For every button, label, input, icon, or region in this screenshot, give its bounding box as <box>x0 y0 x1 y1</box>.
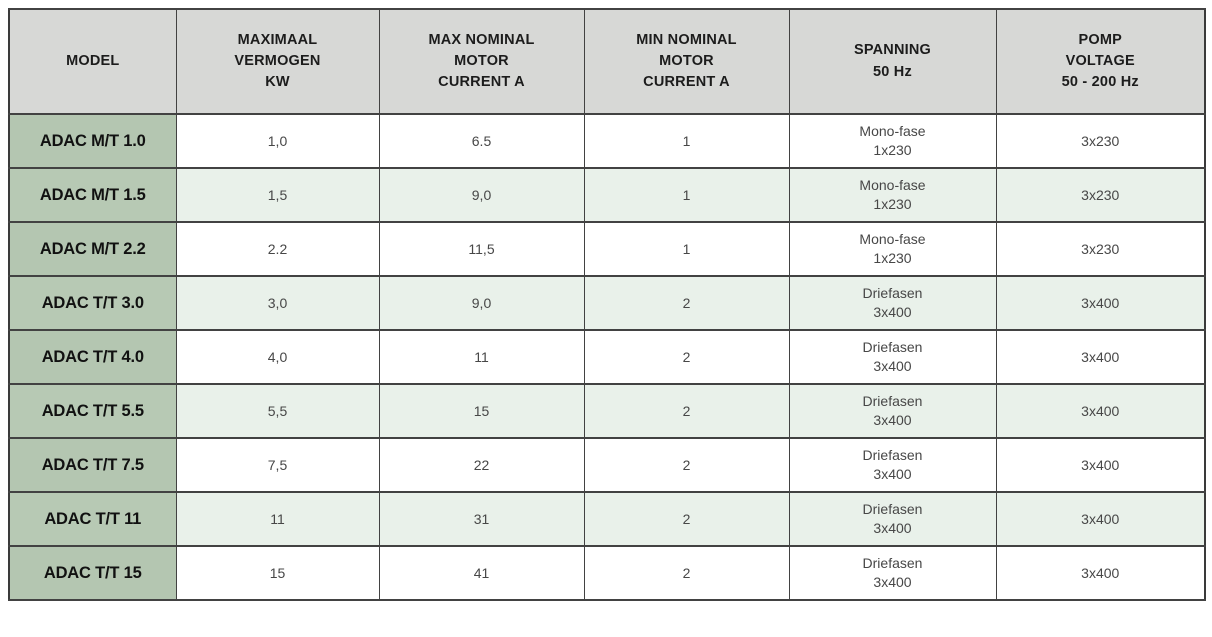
max-nominal-current-cell: 31 <box>378 491 585 547</box>
pomp-voltage-cell: 3x230 <box>995 221 1206 277</box>
min-nominal-current-cell: 2 <box>583 437 790 493</box>
spanning-cell: Driefasen 3x400 <box>788 491 997 547</box>
max-vermogen-cell: 11 <box>175 491 380 547</box>
model-cell: ADAC T/T 7.5 <box>8 437 177 493</box>
model-cell: ADAC M/T 2.2 <box>8 221 177 277</box>
max-nominal-current-cell: 15 <box>378 383 585 439</box>
column-header-min-nominal-current: MIN NOMINAL MOTOR CURRENT A <box>583 8 790 115</box>
max-nominal-current-cell: 6.5 <box>378 113 585 169</box>
pomp-voltage-cell: 3x230 <box>995 113 1206 169</box>
pump-spec-table: MODEL MAXIMAAL VERMOGEN KW MAX NOMINAL M… <box>8 8 1206 601</box>
pomp-voltage-cell: 3x400 <box>995 545 1206 601</box>
table-row: ADAC T/T 7.5 7,5 22 2 Driefasen 3x400 3x… <box>8 437 1206 493</box>
max-vermogen-cell: 3,0 <box>175 275 380 331</box>
spanning-cell: Driefasen 3x400 <box>788 329 997 385</box>
min-nominal-current-cell: 1 <box>583 113 790 169</box>
max-nominal-current-cell: 11,5 <box>378 221 585 277</box>
min-nominal-current-cell: 2 <box>583 275 790 331</box>
spanning-cell: Driefasen 3x400 <box>788 383 997 439</box>
pomp-voltage-cell: 3x400 <box>995 329 1206 385</box>
pomp-voltage-cell: 3x400 <box>995 491 1206 547</box>
spanning-cell: Driefasen 3x400 <box>788 545 997 601</box>
max-nominal-current-cell: 41 <box>378 545 585 601</box>
model-cell: ADAC T/T 4.0 <box>8 329 177 385</box>
column-header-max-nominal-current: MAX NOMINAL MOTOR CURRENT A <box>378 8 585 115</box>
max-nominal-current-cell: 11 <box>378 329 585 385</box>
spanning-cell: Mono-fase 1x230 <box>788 167 997 223</box>
table-row: ADAC M/T 1.5 1,5 9,0 1 Mono-fase 1x230 3… <box>8 167 1206 223</box>
pomp-voltage-cell: 3x400 <box>995 383 1206 439</box>
model-cell: ADAC T/T 3.0 <box>8 275 177 331</box>
header-row: MODEL MAXIMAAL VERMOGEN KW MAX NOMINAL M… <box>8 8 1206 115</box>
table-row: ADAC M/T 2.2 2.2 11,5 1 Mono-fase 1x230 … <box>8 221 1206 277</box>
max-nominal-current-cell: 9,0 <box>378 167 585 223</box>
column-header-spanning: SPANNING 50 Hz <box>788 8 997 115</box>
table-body: ADAC M/T 1.0 1,0 6.5 1 Mono-fase 1x230 3… <box>8 113 1206 601</box>
max-vermogen-cell: 1,5 <box>175 167 380 223</box>
min-nominal-current-cell: 2 <box>583 383 790 439</box>
max-vermogen-cell: 2.2 <box>175 221 380 277</box>
max-vermogen-cell: 5,5 <box>175 383 380 439</box>
table-header: MODEL MAXIMAAL VERMOGEN KW MAX NOMINAL M… <box>8 8 1206 115</box>
table-row: ADAC T/T 5.5 5,5 15 2 Driefasen 3x400 3x… <box>8 383 1206 439</box>
pomp-voltage-cell: 3x230 <box>995 167 1206 223</box>
max-vermogen-cell: 1,0 <box>175 113 380 169</box>
table-row: ADAC M/T 1.0 1,0 6.5 1 Mono-fase 1x230 3… <box>8 113 1206 169</box>
table-row: ADAC T/T 4.0 4,0 11 2 Driefasen 3x400 3x… <box>8 329 1206 385</box>
table-row: ADAC T/T 11 11 31 2 Driefasen 3x400 3x40… <box>8 491 1206 547</box>
column-header-model: MODEL <box>8 8 177 115</box>
max-nominal-current-cell: 22 <box>378 437 585 493</box>
min-nominal-current-cell: 2 <box>583 545 790 601</box>
max-vermogen-cell: 7,5 <box>175 437 380 493</box>
min-nominal-current-cell: 2 <box>583 491 790 547</box>
model-cell: ADAC T/T 15 <box>8 545 177 601</box>
spanning-cell: Driefasen 3x400 <box>788 437 997 493</box>
model-cell: ADAC M/T 1.0 <box>8 113 177 169</box>
table-row: ADAC T/T 15 15 41 2 Driefasen 3x400 3x40… <box>8 545 1206 601</box>
min-nominal-current-cell: 1 <box>583 221 790 277</box>
model-cell: ADAC M/T 1.5 <box>8 167 177 223</box>
spanning-cell: Driefasen 3x400 <box>788 275 997 331</box>
pomp-voltage-cell: 3x400 <box>995 275 1206 331</box>
spanning-cell: Mono-fase 1x230 <box>788 221 997 277</box>
column-header-max-vermogen: MAXIMAAL VERMOGEN KW <box>175 8 380 115</box>
model-cell: ADAC T/T 5.5 <box>8 383 177 439</box>
min-nominal-current-cell: 1 <box>583 167 790 223</box>
max-nominal-current-cell: 9,0 <box>378 275 585 331</box>
pomp-voltage-cell: 3x400 <box>995 437 1206 493</box>
column-header-pomp-voltage: POMP VOLTAGE 50 - 200 Hz <box>995 8 1206 115</box>
max-vermogen-cell: 4,0 <box>175 329 380 385</box>
max-vermogen-cell: 15 <box>175 545 380 601</box>
model-cell: ADAC T/T 11 <box>8 491 177 547</box>
spanning-cell: Mono-fase 1x230 <box>788 113 997 169</box>
min-nominal-current-cell: 2 <box>583 329 790 385</box>
table-row: ADAC T/T 3.0 3,0 9,0 2 Driefasen 3x400 3… <box>8 275 1206 331</box>
